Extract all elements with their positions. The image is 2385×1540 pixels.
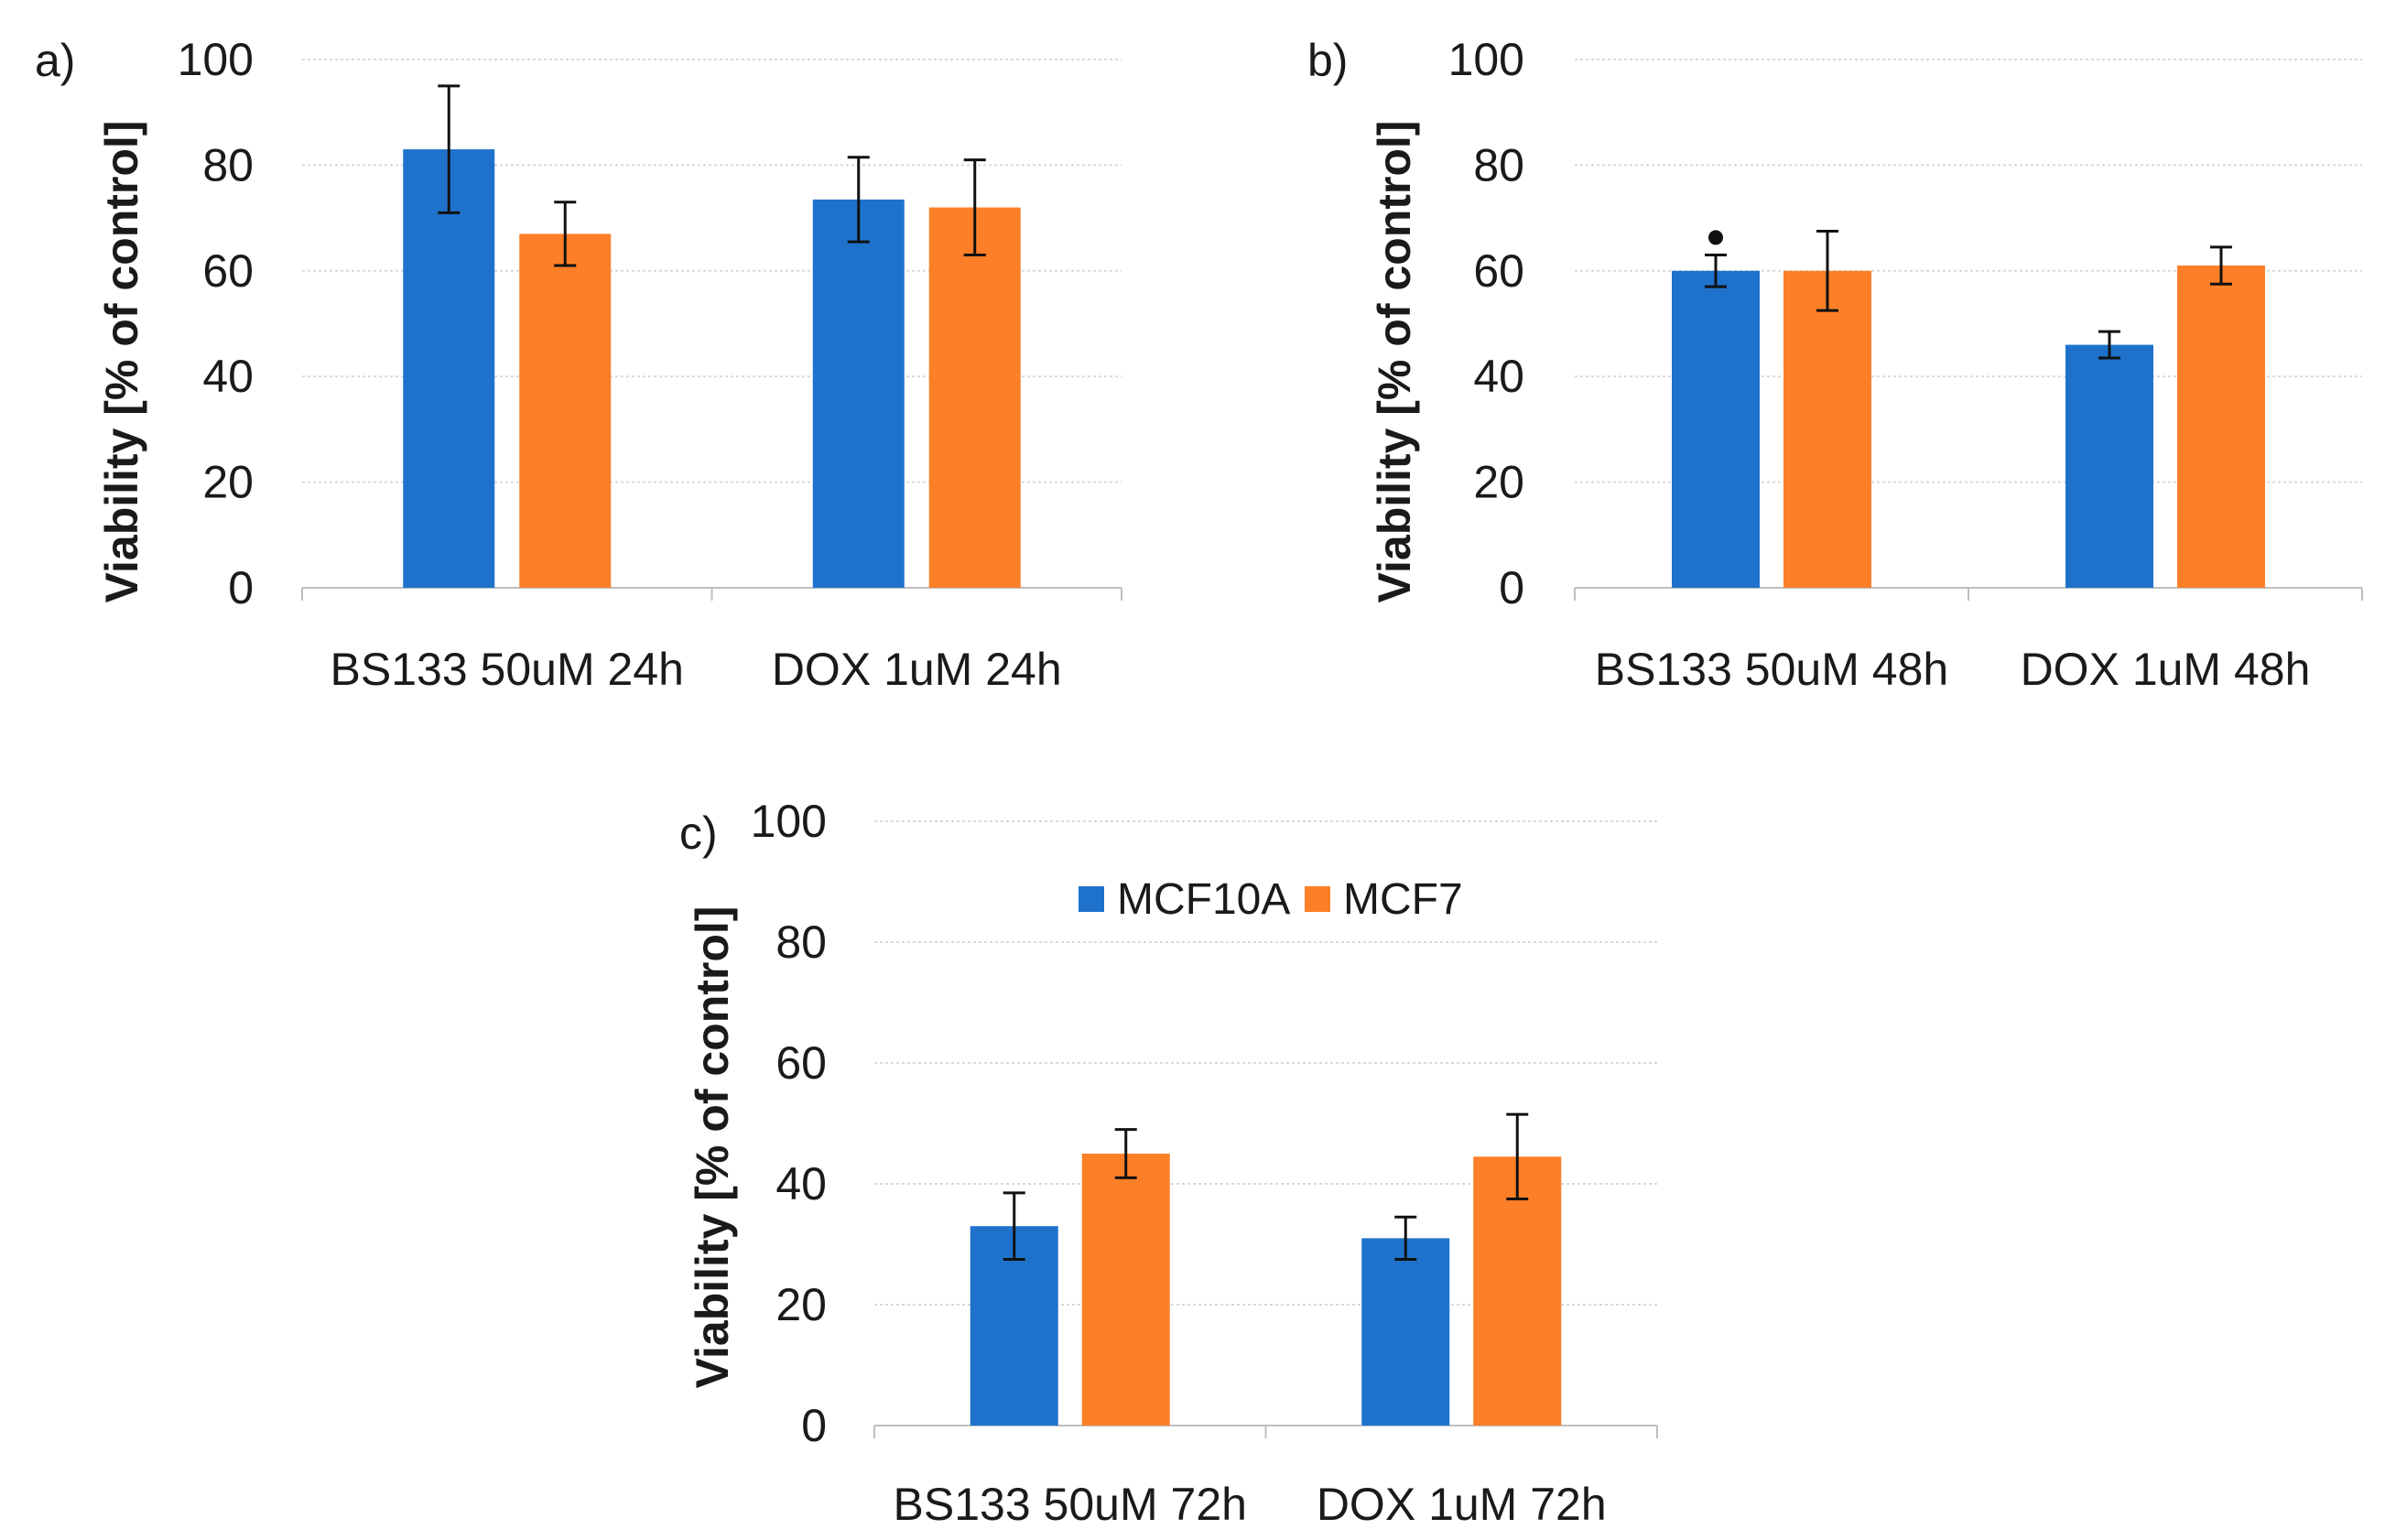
y-tick-label: 20	[202, 457, 254, 508]
y-axis-title: Viability [% of control]	[1369, 121, 1420, 603]
x-category-label: DOX 1uM 72h	[1317, 1479, 1607, 1530]
legend-label: MCF10A	[1117, 875, 1290, 924]
y-axis-title: Viability [% of control]	[96, 121, 147, 603]
legend-label: MCF7	[1343, 875, 1463, 924]
y-tick-label: 40	[775, 1158, 827, 1209]
y-tick-label: 100	[751, 796, 827, 847]
panel-label: c)	[679, 808, 718, 859]
legend: MCF10A MCF7	[1079, 875, 1463, 924]
y-tick-label: 0	[1499, 562, 1524, 613]
x-category-label: BS133 50uM 24h	[331, 644, 684, 695]
bar-mcf10a	[812, 199, 905, 588]
y-tick-label: 20	[1473, 457, 1524, 508]
panel-label: b)	[1307, 35, 1348, 86]
bar-mcf10a	[1672, 270, 1760, 588]
y-tick-label: 80	[202, 139, 254, 190]
bar-mcf7	[2177, 266, 2265, 588]
y-tick-label: 80	[1473, 139, 1524, 190]
y-tick-label: 0	[801, 1400, 827, 1451]
y-axis-title: Viability [% of control]	[687, 906, 738, 1389]
chart-panel-a: a) Viability [% of control] 0 20 40 60 80 100 BS…	[35, 34, 1122, 695]
y-tick-label: 20	[775, 1279, 827, 1330]
bar-mcf10a	[2065, 344, 2153, 588]
x-category-label: DOX 1uM 24h	[772, 644, 1062, 695]
bar-mcf7	[928, 207, 1021, 588]
x-category-label: DOX 1uM 48h	[2021, 644, 2311, 695]
y-tick-label: 100	[178, 34, 254, 85]
bar-mcf7	[1473, 1156, 1562, 1426]
bar-mcf7	[519, 233, 612, 588]
panel-label: a)	[35, 35, 75, 86]
bar-mcf10a	[1361, 1238, 1450, 1426]
legend-swatch-mcf10a	[1079, 886, 1104, 912]
bar-mcf7	[1081, 1154, 1170, 1426]
chart-panel-c: c) Viability [% of control] 0 20 40 60 80 100 BS…	[679, 796, 1658, 1530]
bar-mcf10a	[403, 149, 495, 588]
x-category-label: BS133 50uM 48h	[1595, 644, 1948, 695]
y-tick-label: 60	[1473, 245, 1524, 297]
y-tick-label: 40	[1473, 351, 1524, 402]
y-tick-label: 60	[775, 1037, 827, 1089]
bar-mcf7	[1783, 270, 1871, 588]
legend-swatch-mcf7	[1305, 886, 1330, 912]
chart-panel-b: b) Viability [% of control] 0 20 40 60 80 100 BS…	[1307, 34, 2363, 695]
significance-dot	[1708, 230, 1723, 245]
y-tick-label: 0	[228, 562, 254, 613]
y-tick-label: 60	[202, 245, 254, 297]
y-tick-label: 80	[775, 916, 827, 968]
y-tick-label: 40	[202, 351, 254, 402]
y-tick-label: 100	[1448, 34, 1524, 85]
x-category-label: BS133 50uM 72h	[894, 1479, 1247, 1530]
